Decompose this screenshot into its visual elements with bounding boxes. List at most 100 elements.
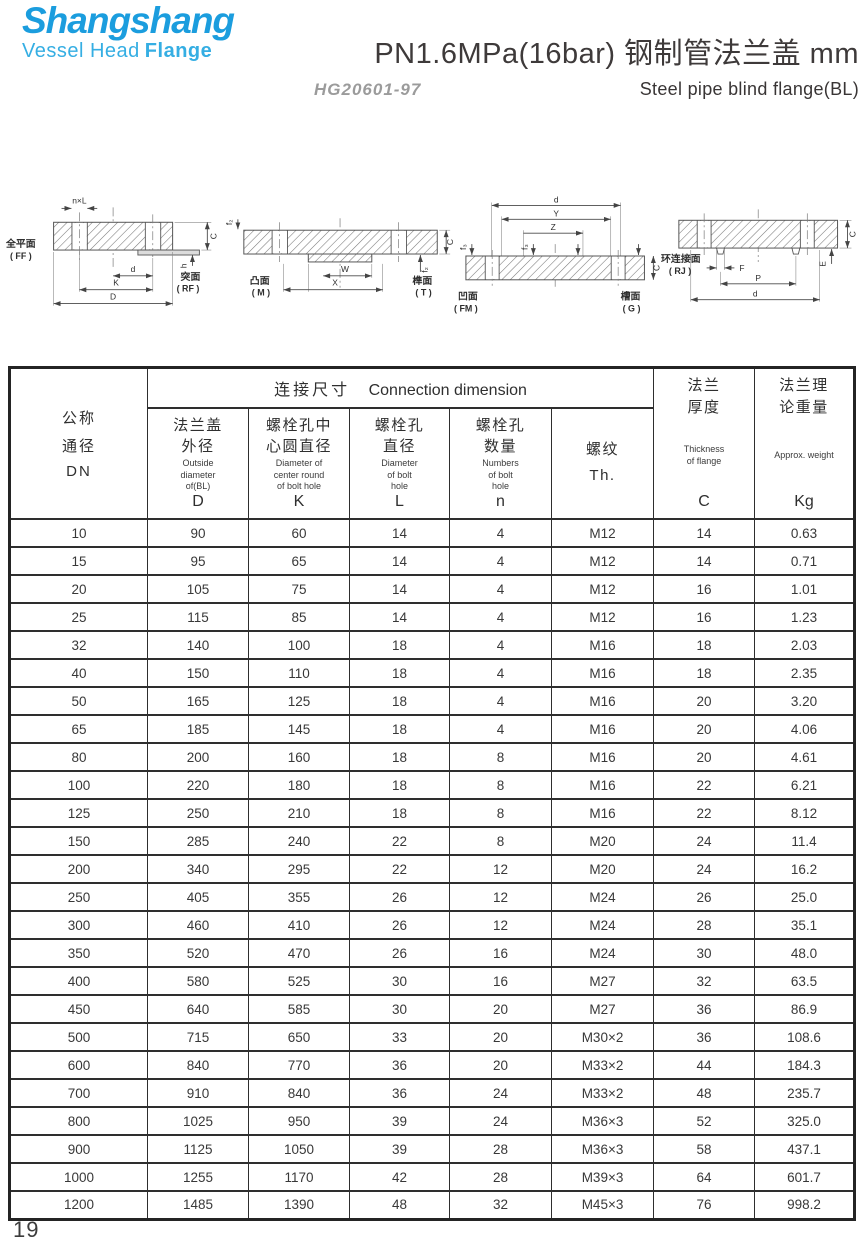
col-header-d: 法兰盖 外径 Outside diameter of(BL) D bbox=[147, 407, 249, 521]
face-label-rf-cn: 突面 bbox=[181, 270, 201, 283]
col-n-en: Numbers of bolt hole bbox=[482, 458, 519, 492]
table-cell: 1.23 bbox=[754, 602, 856, 633]
table-cell: M33×2 bbox=[550, 1078, 655, 1109]
table-cell: 30 bbox=[653, 938, 756, 969]
table-cell: 180 bbox=[248, 770, 350, 801]
table-cell: M27 bbox=[550, 994, 655, 1025]
col-kg-sym: Kg bbox=[794, 493, 814, 511]
col-n-sym: n bbox=[496, 493, 505, 511]
table-cell: 295 bbox=[248, 854, 350, 885]
col-header-l: 螺栓孔 直径 Diameter of bolt hole L bbox=[349, 407, 450, 521]
table-cell: 20 bbox=[653, 686, 756, 717]
brand-logo: Shangshang Vessel Head Flange bbox=[22, 2, 235, 63]
table-cell: 355 bbox=[248, 882, 350, 913]
group-header-en: Connection dimension bbox=[368, 381, 527, 399]
flange-spec-table: 公称 通径 DN 连接尺寸 Connection dimension 法兰 厚度… bbox=[8, 366, 857, 1221]
table-cell: M30×2 bbox=[550, 1022, 655, 1053]
table-cell: 16 bbox=[653, 574, 756, 605]
table-cell: 1050 bbox=[248, 1134, 350, 1165]
table-cell: 90 bbox=[147, 518, 249, 549]
dim-label-d4: d bbox=[752, 289, 757, 299]
page-number: 19 bbox=[13, 1217, 40, 1242]
face-label-rf-code: ( RF ) bbox=[177, 284, 200, 294]
dim-label-nxl: n×L bbox=[72, 195, 87, 205]
table-row: 32 140 100 18 4 M16 18 2.03 bbox=[9, 630, 856, 661]
table-cell: 12 bbox=[449, 854, 552, 885]
col-th-cn: 螺纹 Th. bbox=[586, 441, 620, 484]
table-cell: 24 bbox=[449, 1078, 552, 1109]
table-row: 40 150 110 18 4 M16 18 2.35 bbox=[9, 658, 856, 689]
dim-label-d: d bbox=[131, 264, 136, 274]
diagram-rj: F P d C E 环连接面 ( RJ ) bbox=[661, 209, 857, 303]
table-cell: 125 bbox=[248, 686, 350, 717]
table-cell: 125 bbox=[9, 798, 148, 829]
table-cell: M24 bbox=[550, 910, 655, 941]
table-cell: 42 bbox=[349, 1162, 450, 1193]
table-cell: 35.1 bbox=[754, 910, 856, 941]
table-row: 15 95 65 14 4 M12 14 0.71 bbox=[9, 546, 856, 577]
table-cell: 600 bbox=[9, 1050, 148, 1081]
subtitle-english: Steel pipe blind flange(BL) bbox=[639, 79, 859, 99]
table-cell: 650 bbox=[248, 1022, 350, 1053]
table-cell: M39×3 bbox=[550, 1162, 655, 1193]
table-cell: 8 bbox=[449, 742, 552, 773]
table-row: 25 115 85 14 4 M12 16 1.23 bbox=[9, 602, 856, 633]
flange-face-diagrams: n×L d K D C h 全平面 ( FF ) 突面 ( RF ) bbox=[4, 192, 857, 320]
brand-tagline: Vessel Head Flange bbox=[22, 40, 234, 63]
table-cell: 14 bbox=[653, 546, 756, 577]
table-cell: 2.35 bbox=[754, 658, 856, 689]
table-cell: M16 bbox=[550, 714, 655, 745]
table-cell: 18 bbox=[653, 658, 756, 689]
table-cell: 1200 bbox=[9, 1190, 148, 1221]
table-cell: 340 bbox=[147, 854, 249, 885]
dim-label-f3b: f₃ bbox=[520, 244, 530, 250]
table-cell: 6.21 bbox=[754, 770, 856, 801]
diagram-m-t: f₂ f₂ W X C 凸面 ( M ) 榫面 ( T ) bbox=[224, 218, 454, 298]
table-cell: 18 bbox=[349, 686, 450, 717]
table-row: 350 520 470 26 16 M24 30 48.0 bbox=[9, 938, 856, 969]
dim-label-h: h bbox=[178, 263, 188, 268]
table-cell: 285 bbox=[147, 826, 249, 857]
table-cell: 4 bbox=[449, 658, 552, 689]
table-cell: 39 bbox=[349, 1106, 450, 1137]
table-cell: 150 bbox=[147, 658, 249, 689]
face-label-m-code: ( M ) bbox=[252, 288, 270, 298]
table-cell: 165 bbox=[147, 686, 249, 717]
col-header-k: 螺栓孔中 心圆直径 Diameter of center round of bo… bbox=[248, 407, 350, 521]
table-cell: 10 bbox=[9, 518, 148, 549]
col-n-cn: 螺栓孔 数量 bbox=[475, 416, 526, 456]
table-cell: 1125 bbox=[147, 1134, 249, 1165]
table-cell: M16 bbox=[550, 686, 655, 717]
diagram-ff-rf: n×L d K D C h 全平面 ( FF ) 突面 ( RF ) bbox=[5, 195, 218, 307]
table-cell: 16 bbox=[449, 966, 552, 997]
table-cell: 18 bbox=[349, 798, 450, 829]
table-cell: 4 bbox=[449, 518, 552, 549]
table-cell: 4.06 bbox=[754, 714, 856, 745]
table-cell: M12 bbox=[550, 574, 655, 605]
table-row: 65 185 145 18 4 M16 20 4.06 bbox=[9, 714, 856, 745]
table-cell: M36×3 bbox=[550, 1134, 655, 1165]
table-cell: 4 bbox=[449, 686, 552, 717]
table-cell: 48.0 bbox=[754, 938, 856, 969]
table-cell: 470 bbox=[248, 938, 350, 969]
table-cell: 400 bbox=[9, 966, 148, 997]
table-cell: 437.1 bbox=[754, 1134, 856, 1165]
table-cell: 18 bbox=[349, 770, 450, 801]
table-cell: M12 bbox=[550, 546, 655, 577]
table-cell: 18 bbox=[349, 658, 450, 689]
table-cell: 22 bbox=[653, 798, 756, 829]
table-cell: 39 bbox=[349, 1134, 450, 1165]
face-label-t-cn: 榫面 bbox=[412, 274, 433, 287]
table-cell: 22 bbox=[349, 854, 450, 885]
table-cell: 200 bbox=[147, 742, 249, 773]
table-cell: 36 bbox=[349, 1078, 450, 1109]
dim-label-c4: C bbox=[847, 231, 857, 237]
table-cell: 36 bbox=[349, 1050, 450, 1081]
table-cell: 640 bbox=[147, 994, 249, 1025]
table-cell: 76 bbox=[653, 1190, 756, 1221]
table-cell: 700 bbox=[9, 1078, 148, 1109]
brand-tagline-flange: Flange bbox=[144, 40, 213, 62]
table-cell: M36×3 bbox=[550, 1106, 655, 1137]
table-cell: 1170 bbox=[248, 1162, 350, 1193]
table-cell: 770 bbox=[248, 1050, 350, 1081]
